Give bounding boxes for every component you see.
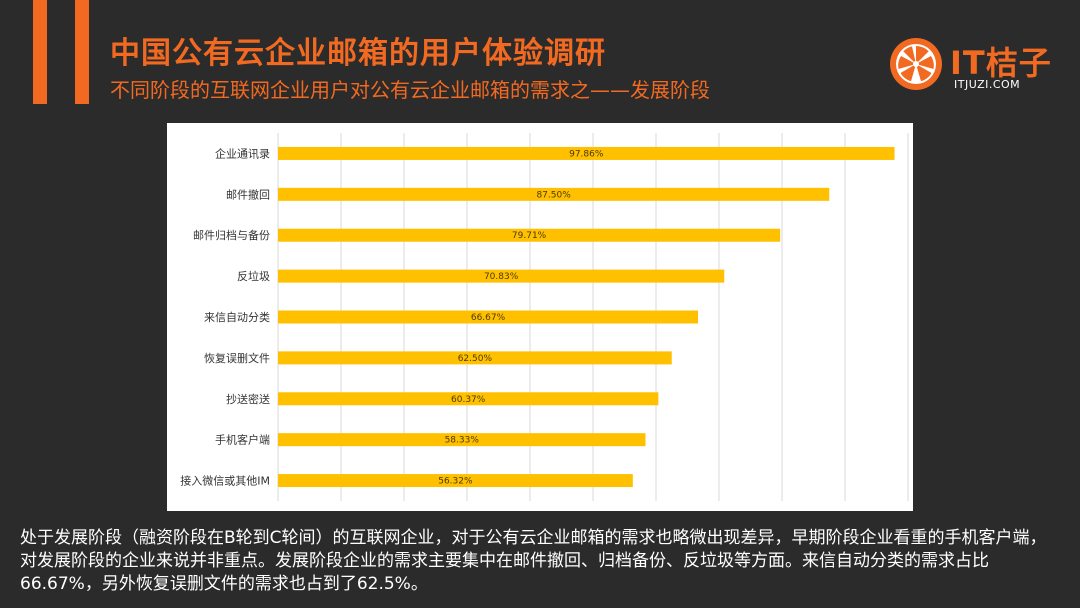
category-label: 反垃圾 (237, 269, 270, 283)
orange-slice-icon (890, 38, 942, 90)
page-subtitle: 不同阶段的互联网企业用户对公有云企业邮箱的需求之——发展阶段 (110, 78, 710, 102)
value-label: 87.50% (536, 190, 571, 200)
category-label: 恢复误删文件 (204, 351, 270, 365)
category-label: 抄送密送 (226, 392, 270, 406)
logo-url: ITJUZI.COM (954, 78, 1021, 91)
logo: IT桔子 ITJUZI.COM (888, 36, 1058, 92)
bar (278, 146, 895, 160)
value-label: 56.32% (438, 477, 473, 487)
accent-bar-left (33, 0, 47, 104)
description-text: 处于发展阶段（融资阶段在B轮到C轮间）的互联网企业，对于公有云企业邮箱的需求也略… (20, 528, 1047, 594)
logo-text: IT桔子 (950, 44, 1052, 82)
bar (278, 351, 672, 365)
chart-panel: 企业通讯录 97.86% 邮件撤回 87.50% 邮件归档与备份 79.71% 反垃圾 70.… (167, 123, 913, 511)
bar (278, 392, 659, 406)
value-label: 79.71% (512, 231, 547, 241)
accent-bar-right (75, 0, 89, 104)
category-label: 邮件归档与备份 (193, 228, 270, 242)
page-title: 中国公有云企业邮箱的用户体验调研 (110, 36, 606, 71)
value-label: 66.67% (471, 313, 506, 323)
bar (278, 269, 725, 283)
category-label: 手机客户端 (215, 433, 270, 447)
value-label: 60.37% (451, 395, 486, 405)
value-label: 70.83% (484, 272, 519, 282)
value-label: 97.86% (569, 149, 604, 159)
bar (278, 310, 699, 324)
category-label: 来信自动分类 (204, 310, 270, 324)
bar (278, 474, 633, 488)
category-label: 邮件撤回 (226, 187, 270, 201)
value-label: 58.33% (445, 436, 480, 446)
bar (278, 187, 830, 201)
bar (278, 433, 646, 447)
bar-chart: 企业通讯录 97.86% 邮件撤回 87.50% 邮件归档与备份 79.71% 反垃圾 70.… (180, 133, 909, 501)
value-label: 62.50% (458, 354, 493, 364)
bar (278, 228, 781, 242)
category-label: 企业通讯录 (215, 146, 270, 160)
category-label: 接入微信或其他IM (180, 474, 270, 488)
